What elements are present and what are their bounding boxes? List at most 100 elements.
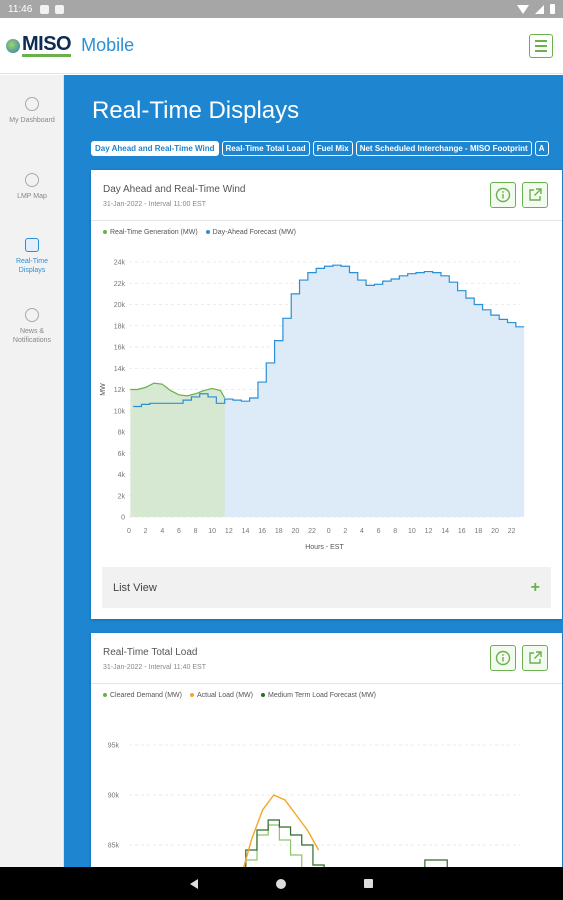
y-tick-label: 8k <box>118 430 126 437</box>
divider <box>91 220 562 221</box>
menu-line-icon <box>535 49 547 52</box>
menu-line-icon <box>535 39 547 42</box>
x-tick-label: 16 <box>258 528 266 535</box>
list-view-label: List View <box>113 581 157 594</box>
x-tick-label: 10 <box>408 528 416 535</box>
tab-day-ahead-wind[interactable]: Day Ahead and Real-Time Wind <box>91 141 219 156</box>
external-link-icon <box>529 651 542 664</box>
generation-area <box>130 383 225 517</box>
open-external-button[interactable] <box>522 182 548 208</box>
tab-real-time-total-load[interactable]: Real-Time Total Load <box>221 141 310 156</box>
pulse-icon <box>25 238 39 252</box>
x-tick-label: 8 <box>194 528 198 535</box>
wind-chart-card: Day Ahead and Real-Time Wind 31-Jan-2022… <box>91 170 562 619</box>
logo-text: MISO <box>22 33 72 57</box>
info-button[interactable] <box>490 182 516 208</box>
miso-logo[interactable]: MISO <box>6 32 72 60</box>
y-tick-label: 6k <box>118 451 126 458</box>
info-icon <box>495 187 511 203</box>
cleared-demand-line <box>245 824 303 867</box>
x-tick-label: 2 <box>144 528 148 535</box>
plus-icon: + <box>530 578 540 596</box>
card-subtitle: 31-Jan-2022 - Interval 11:40 EST <box>103 664 206 671</box>
sidebar: My Dashboard LMP Map Real-Time Displays … <box>0 75 64 867</box>
menu-line-icon <box>535 44 547 47</box>
legend-label: Cleared Demand (MW) <box>110 692 182 699</box>
legend-item[interactable]: Medium Term Load Forecast (MW) <box>261 692 376 699</box>
legend-label: Day-Ahead Forecast (MW) <box>212 229 296 236</box>
y-tick-label: 12k <box>114 387 126 394</box>
page-title: Real-Time Displays <box>92 97 300 124</box>
x-tick-label: 20 <box>491 528 499 535</box>
legend-item[interactable]: Day-Ahead Forecast (MW) <box>205 229 296 236</box>
home-circle-icon[interactable] <box>276 878 286 889</box>
legend-dot-icon <box>189 693 194 698</box>
total-load-chart-card: Real-Time Total Load 31-Jan-2022 - Inter… <box>91 633 562 867</box>
legend-dot-icon <box>205 230 210 235</box>
main-content: Real-Time Displays Day Ahead and Real-Ti… <box>64 75 563 867</box>
info-button[interactable] <box>490 645 516 671</box>
legend-item[interactable]: Actual Load (MW) <box>189 692 253 699</box>
x-tick-label: 22 <box>308 528 316 535</box>
legend-item[interactable]: Cleared Demand (MW) <box>103 692 182 699</box>
battery-icon <box>550 4 555 14</box>
sidebar-item-news[interactable]: News & Notifications <box>0 308 64 345</box>
globe-icon <box>6 38 20 53</box>
x-tick-label: 20 <box>291 528 299 535</box>
home-icon <box>25 97 39 111</box>
x-tick-label: 4 <box>160 528 164 535</box>
sidebar-item-label: News & Notifications <box>12 328 52 344</box>
chart-legend: Real-Time Generation (MW) Day-Ahead Fore… <box>103 229 296 236</box>
wifi-icon <box>517 4 529 14</box>
notification-icon <box>55 4 65 14</box>
legend-dot-icon <box>103 230 107 235</box>
tab-more[interactable]: A <box>534 141 549 156</box>
forecast-area <box>133 265 525 517</box>
tab-fuel-mix[interactable]: Fuel Mix <box>312 141 353 156</box>
x-tick-label: 12 <box>425 528 433 535</box>
y-tick-label: 90k <box>108 793 120 800</box>
y-tick-label: 18k <box>114 323 126 330</box>
card-title: Day Ahead and Real-Time Wind <box>103 184 246 195</box>
legend-item[interactable]: Real-Time Generation (MW) <box>103 229 198 236</box>
x-tick-label: 8 <box>393 528 397 535</box>
info-icon <box>495 650 511 666</box>
recent-apps-icon[interactable] <box>364 879 373 888</box>
y-axis-label: MW <box>100 383 107 396</box>
sidebar-item-dashboard[interactable]: My Dashboard <box>0 97 64 125</box>
y-tick-label: 10k <box>114 408 126 415</box>
x-tick-label: 16 <box>458 528 466 535</box>
tab-net-scheduled-interchange[interactable]: Net Scheduled Interchange - MISO Footpri… <box>355 141 532 156</box>
y-tick-label: 0 <box>121 515 125 522</box>
back-icon[interactable] <box>190 878 198 889</box>
x-tick-label: 12 <box>225 528 233 535</box>
actual-load-line <box>243 794 320 867</box>
forecast-line <box>133 264 525 408</box>
divider <box>91 683 562 684</box>
y-tick-label: 14k <box>114 366 126 373</box>
external-link-icon <box>529 188 542 201</box>
y-tick-label: 2k <box>118 493 126 500</box>
sidebar-item-label: Real-Time Displays <box>15 258 49 274</box>
total-load-chart[interactable]: 80k85k90k95k <box>91 705 562 867</box>
wind-chart[interactable]: 0 2k 4k 6k 8k 10k 12k 14k 16k 18k 20k 22k 24k 0 2 4 6 8 10… <box>91 242 562 567</box>
list-view-toggle[interactable]: List View + <box>102 567 551 608</box>
sidebar-item-label: LMP Map <box>17 193 47 200</box>
app-name: Mobile <box>81 35 135 55</box>
open-external-button[interactable] <box>522 645 548 671</box>
generation-line <box>130 382 226 399</box>
sidebar-item-lmp-map[interactable]: LMP Map <box>0 173 64 201</box>
y-tick-label: 20k <box>114 302 126 309</box>
y-tick-label: 16k <box>114 345 126 352</box>
display-tabs: Day Ahead and Real-Time Wind Real-Time To… <box>91 138 552 156</box>
legend-dot-icon <box>261 693 265 698</box>
sidebar-item-label: My Dashboard <box>9 117 55 124</box>
chart-legend: Cleared Demand (MW) Actual Load (MW) Med… <box>103 692 376 699</box>
x-tick-label: 14 <box>441 528 449 535</box>
x-tick-label: 18 <box>275 528 283 535</box>
hamburger-menu-button[interactable] <box>529 33 553 58</box>
x-tick-label: 18 <box>475 528 483 535</box>
x-tick-label: 4 <box>360 528 364 535</box>
x-tick-label: 0 <box>327 528 331 535</box>
sidebar-item-real-time-displays[interactable]: Real-Time Displays <box>0 238 64 275</box>
